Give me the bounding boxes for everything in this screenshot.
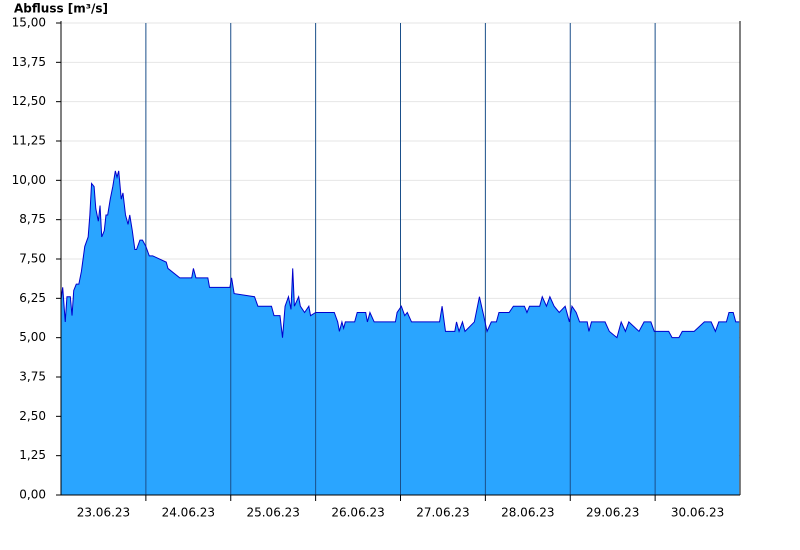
x-tick-label: 29.06.23	[586, 506, 639, 520]
y-tick-label: 3,75	[19, 370, 46, 384]
plot	[60, 23, 740, 496]
line	[60, 170, 740, 339]
x-tick-label: 27.06.23	[416, 506, 469, 520]
y-tick-label: 1,25	[19, 448, 46, 462]
y-tick-label: 12,50	[12, 94, 46, 108]
axes: 0,00 1,25 2,50 3,75 5,00 6,25 7,50 8,75 10,00 11,…	[12, 16, 741, 520]
y-tick-label: 6,25	[19, 291, 46, 305]
x-tick-label: 30.06.23	[671, 506, 724, 520]
x-tick-label: 24.06.23	[162, 506, 215, 520]
y-tick-label: 10,00	[12, 173, 46, 187]
y-axis-label: Abfluss [m³/s]	[14, 2, 108, 16]
y-tick-label: 7,50	[19, 252, 46, 266]
y-tick-label: 15,00	[12, 16, 46, 30]
x-tick-label: 25.06.23	[246, 506, 299, 520]
y-tick-label: 8,75	[19, 212, 46, 226]
y-tick-label: 2,50	[19, 409, 46, 423]
x-tick-label: 23.06.23	[77, 506, 130, 520]
x-tick-label: 26.06.23	[331, 506, 384, 520]
y-tick-label: 5,00	[19, 330, 46, 344]
x-tick-label: 28.06.23	[501, 506, 554, 520]
y-tick-label: 0,00	[19, 488, 46, 502]
y-tick-label: 13,75	[12, 55, 46, 69]
y-tick-label: 11,25	[12, 134, 46, 148]
